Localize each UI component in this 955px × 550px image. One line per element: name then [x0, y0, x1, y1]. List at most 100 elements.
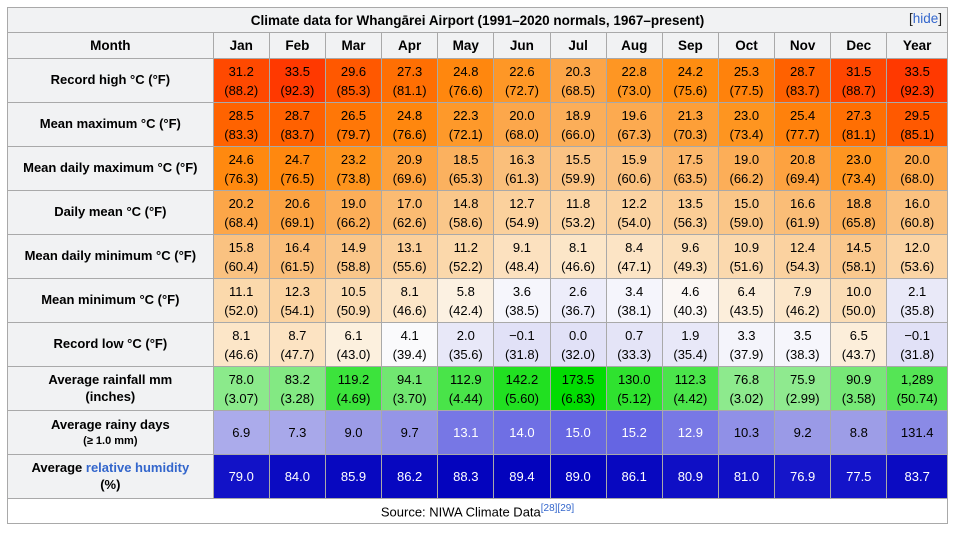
cell-primary-value: 1.9	[681, 327, 700, 343]
cell-average-relative-humidity-sep: 80.9	[661, 454, 719, 499]
cell-primary-value: 89.0	[565, 469, 591, 484]
cell-average-relative-humidity-year: 83.7	[886, 454, 948, 499]
cell-primary-value: 18.8	[846, 195, 872, 211]
cell-average-rainfall-dec: 90.9 (3.58)	[830, 366, 888, 411]
cell-mean-daily-minimum-jul: 8.1 (46.6)	[549, 234, 607, 279]
cell-secondary-value: (54.9)	[504, 214, 539, 230]
cell-record-low-jan: 8.1 (46.6)	[212, 322, 270, 367]
column-header-nov: Nov	[774, 32, 832, 59]
cell-secondary-value: (46.2)	[785, 302, 820, 318]
cell-primary-value: 79.0	[228, 469, 254, 484]
cell-primary-value: 9.1	[512, 239, 531, 255]
cell-secondary-value: (56.3)	[673, 214, 708, 230]
column-header-may: May	[437, 32, 495, 59]
cell-primary-value: 18.5	[453, 151, 479, 167]
cell-mean-maximum-aug: 19.6 (67.3)	[605, 102, 663, 147]
cell-secondary-value: (54.1)	[280, 302, 315, 318]
cell-record-low-jul: 0.0 (32.0)	[549, 322, 607, 367]
cell-secondary-value: (76.3)	[224, 170, 259, 186]
cell-secondary-value: (69.4)	[785, 170, 820, 186]
cell-record-high-apr: 27.3 (81.1)	[381, 58, 439, 103]
row-label-mean-maximum: Mean maximum °C (°F)	[7, 102, 214, 147]
cell-mean-minimum-oct: 6.4 (43.5)	[717, 278, 776, 323]
cell-average-relative-humidity-jun: 89.4	[493, 454, 551, 499]
cell-record-low-nov: 3.5 (38.3)	[774, 322, 832, 367]
cell-primary-value: 15.0	[565, 425, 591, 440]
cell-secondary-value: (49.3)	[673, 258, 708, 274]
cell-average-rainy-days-nov: 9.2	[774, 410, 832, 455]
cell-secondary-value: (69.1)	[280, 214, 315, 230]
column-header-sep: Sep	[661, 32, 719, 59]
row-label-average-rainy-days: Average rainy days (≥ 1.0 mm)	[7, 410, 214, 455]
cell-primary-value: 88.3	[453, 469, 479, 484]
cell-primary-value: 5.8	[456, 283, 475, 299]
cell-daily-mean-jul: 11.8 (53.2)	[549, 190, 607, 235]
cell-secondary-value: (55.6)	[392, 258, 427, 274]
cell-mean-daily-maximum-jun: 16.3 (61.3)	[493, 146, 551, 191]
reference-28-link[interactable]: [28]	[540, 502, 558, 514]
column-header-year: Year	[886, 32, 948, 59]
cell-record-high-mar: 29.6 (85.3)	[324, 58, 383, 103]
cell-average-rainfall-oct: 76.8 (3.02)	[717, 366, 776, 411]
cell-secondary-value: (35.4)	[673, 346, 708, 362]
cell-secondary-value: (72.1)	[448, 126, 483, 142]
cell-secondary-value: (4.42)	[673, 390, 708, 406]
cell-primary-value: 12.0	[904, 239, 930, 255]
cell-record-low-apr: 4.1 (39.4)	[381, 322, 439, 367]
cell-primary-value: 24.6	[228, 151, 254, 167]
cell-secondary-value: (63.5)	[673, 170, 708, 186]
cell-primary-value: 24.2	[677, 63, 703, 79]
cell-average-rainfall-sep: 112.3 (4.42)	[661, 366, 719, 411]
cell-mean-maximum-nov: 25.4 (77.7)	[774, 102, 832, 147]
cell-secondary-value: (61.3)	[504, 170, 539, 186]
row-label-daily-mean: Daily mean °C (°F)	[7, 190, 214, 235]
cell-primary-value: 8.8	[849, 425, 868, 440]
cell-mean-minimum-may: 5.8 (42.4)	[437, 278, 495, 323]
reference-29-link[interactable]: [29]	[557, 502, 575, 514]
row-daily-mean: Daily mean °C (°F) 20.2 (68.4) 20.6 (69.1) 19…	[7, 190, 948, 235]
cell-mean-daily-maximum-feb: 24.7 (76.5)	[268, 146, 326, 191]
cell-record-low-jun: −0.1 (31.8)	[493, 322, 551, 367]
cell-secondary-value: (2.99)	[785, 390, 820, 406]
cell-record-low-feb: 8.7 (47.7)	[268, 322, 326, 367]
cell-average-rainy-days-mar: 9.0	[324, 410, 383, 455]
cell-primary-value: 31.2	[228, 63, 254, 79]
cell-secondary-value: (35.8)	[900, 302, 935, 318]
cell-secondary-value: (66.2)	[729, 170, 764, 186]
cell-mean-daily-maximum-apr: 20.9 (69.6)	[381, 146, 439, 191]
cell-mean-maximum-apr: 24.8 (76.6)	[381, 102, 439, 147]
cell-average-rainfall-aug: 130.0 (5.12)	[605, 366, 663, 411]
hide-toggle[interactable]: [hide]	[909, 11, 942, 26]
cell-primary-value: 15.0	[733, 195, 760, 211]
cell-secondary-value: (92.3)	[900, 82, 935, 98]
cell-primary-value: −0.1	[904, 327, 930, 343]
cell-primary-value: 90.9	[846, 371, 872, 387]
column-header-apr: Apr	[381, 32, 439, 59]
cell-average-rainfall-nov: 75.9 (2.99)	[774, 366, 832, 411]
cell-secondary-value: (6.83)	[561, 390, 596, 406]
cell-secondary-value: (46.6)	[224, 346, 259, 362]
cell-primary-value: 16.0	[904, 195, 930, 211]
cell-secondary-value: (65.8)	[841, 214, 876, 230]
cell-primary-value: 18.9	[565, 107, 591, 123]
cell-primary-value: 28.7	[284, 107, 311, 123]
relative-humidity-link[interactable]: relative humidity	[85, 459, 190, 475]
cell-mean-daily-maximum-may: 18.5 (65.3)	[437, 146, 495, 191]
cell-primary-value: 16.6	[789, 195, 816, 211]
cell-mean-daily-minimum-apr: 13.1 (55.6)	[381, 234, 439, 279]
row-label-average-rainfall: Average rainfall mm (inches)	[7, 366, 214, 411]
cell-secondary-value: (35.6)	[448, 346, 483, 362]
cell-secondary-value: (47.1)	[617, 258, 652, 274]
cell-primary-value: 23.2	[340, 151, 367, 167]
cell-secondary-value: (92.3)	[280, 82, 315, 98]
cell-secondary-value: (36.7)	[561, 302, 596, 318]
cell-primary-value: 10.0	[846, 283, 872, 299]
hide-link-label[interactable]: hide	[912, 11, 939, 26]
column-header-mar: Mar	[324, 32, 383, 59]
cell-mean-daily-minimum-mar: 14.9 (58.8)	[324, 234, 383, 279]
column-header-month: Month	[7, 32, 214, 59]
cell-mean-maximum-may: 22.3 (72.1)	[437, 102, 495, 147]
cell-secondary-value: (37.9)	[729, 346, 764, 362]
cell-primary-value: 89.4	[509, 469, 535, 484]
cell-mean-daily-maximum-jul: 15.5 (59.9)	[549, 146, 607, 191]
